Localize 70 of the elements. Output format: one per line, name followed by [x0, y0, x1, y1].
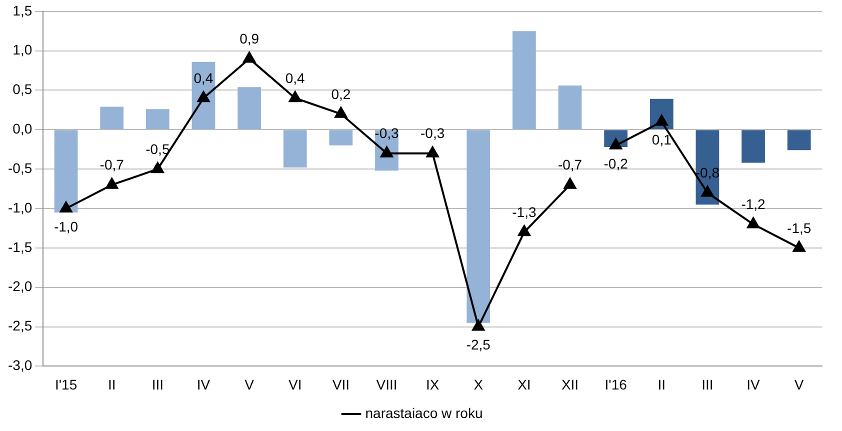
legend-label: narastaiaco w roku: [365, 404, 483, 421]
x-tick-label: V: [244, 376, 255, 392]
x-tick-label: I'16: [604, 376, 628, 392]
y-tick-label: 0,0: [12, 120, 32, 137]
bar: [54, 130, 78, 212]
bar: [742, 130, 765, 163]
x-tick-label: VI: [288, 376, 302, 392]
data-label: -0,8: [695, 164, 720, 181]
y-tick-label: -1,5: [8, 238, 32, 255]
y-tick-label: 0,5: [12, 81, 32, 98]
x-tick-label: IX: [426, 376, 440, 392]
y-tick-label: -1,0: [8, 199, 32, 216]
x-tick-label: IV: [746, 376, 761, 392]
x-tick-label: II: [658, 376, 666, 392]
point: [426, 146, 439, 158]
data-label: 0,9: [240, 30, 260, 47]
y-tick-label: 1,5: [12, 2, 32, 18]
data-label: 0,4: [194, 70, 214, 86]
x-tick-label: II: [108, 376, 116, 392]
x-tick-label: V: [794, 376, 804, 392]
y-tick-label: -2,0: [8, 278, 32, 294]
bar: [466, 130, 490, 323]
point: [334, 106, 348, 118]
x-tick-label: X: [474, 376, 484, 392]
point: [288, 91, 302, 102]
data-label: -0,2: [604, 155, 628, 172]
data-label: -1,2: [741, 196, 766, 212]
data-label: -2,5: [466, 336, 491, 353]
data-label: 0,2: [331, 86, 351, 102]
y-tick-label: -0,5: [8, 160, 32, 176]
data-label: 0,1: [652, 132, 672, 148]
point: [60, 202, 72, 213]
data-label: 0,4: [285, 70, 306, 86]
x-tick-label: XII: [561, 376, 579, 392]
point: [792, 240, 806, 252]
x-tick-label: VII: [332, 376, 350, 392]
bar: [283, 130, 307, 168]
bar: [696, 130, 720, 205]
bar: [100, 106, 124, 130]
bar: [146, 109, 170, 130]
point: [747, 217, 760, 228]
point: [518, 225, 530, 236]
y-tick-label: -2,5: [8, 318, 32, 334]
data-label: -0,7: [100, 156, 124, 173]
bar: [512, 31, 536, 130]
x-tick-label: III: [152, 376, 164, 392]
data-label: -1,5: [787, 220, 812, 236]
point: [197, 91, 210, 102]
point: [701, 186, 714, 197]
x-tick-label: III: [702, 376, 714, 392]
bar: [329, 130, 353, 146]
data-label: -0,3: [420, 125, 445, 142]
bar: [787, 130, 811, 150]
x-tick-label: IV: [196, 376, 211, 392]
y-tick-label: 1,0: [12, 42, 32, 58]
x-tick-label: I'15: [54, 376, 78, 392]
point: [472, 320, 485, 331]
y-tick-label: -3,0: [8, 357, 32, 374]
point: [243, 52, 256, 63]
data-label: -0,7: [558, 156, 582, 173]
x-tick-label: XI: [518, 376, 531, 392]
point: [151, 162, 164, 174]
point: [564, 178, 576, 189]
x-tick-label: VIII: [376, 376, 398, 392]
point: [106, 178, 118, 189]
data-label: -0,3: [374, 125, 400, 142]
bar: [558, 86, 582, 130]
data-label: -1,0: [54, 218, 78, 234]
data-label: -1,3: [512, 204, 536, 220]
bar: [238, 87, 261, 130]
